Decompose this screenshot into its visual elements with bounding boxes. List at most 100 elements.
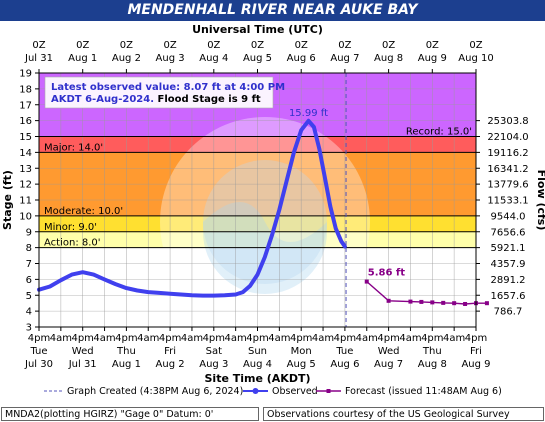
y2-tick-label-2: 2891.2: [491, 275, 526, 286]
x-tick-label-1-14: 4pm: [334, 333, 356, 344]
forecast-point-5: [441, 300, 446, 305]
grid-lines: [38, 72, 477, 328]
forecast-point-1: [386, 298, 391, 303]
forecast-label: 5.86 ft: [368, 268, 406, 279]
y-tick-label-15: 15: [19, 132, 32, 143]
x-tick-label-3-20: Aug 9: [461, 359, 490, 370]
threshold-label-record: Record: 15.0': [406, 127, 472, 138]
chart-legend: Graph Created (4:38PM Aug 6, 2024) Observ…: [44, 386, 502, 397]
y2-tick-label-10: 19116.2: [487, 148, 528, 159]
x-tick-label-3-18: Aug 8: [418, 359, 447, 370]
top-tick-label-1-4: 0Z: [207, 40, 220, 51]
x-tick-label-3-14: Aug 6: [330, 359, 359, 370]
x-tick-label-3-0: Jul 30: [24, 359, 53, 370]
series-layer: 15.99 ft 5.86 ft: [37, 73, 489, 327]
watermark-disc: [160, 117, 370, 327]
y-tick-label-7: 7: [26, 259, 32, 270]
x-tick-label-3-16: Aug 7: [374, 359, 403, 370]
top-tick-label-1-5: 0Z: [251, 40, 264, 51]
gauge-datum-note: MNDA2(plotting HGIRZ) "Gage 0" Datum: 0': [1, 407, 259, 421]
x-axis-title: Site Time (AKDT): [205, 372, 311, 385]
y2-tick-label-5: 7656.6: [491, 227, 526, 238]
forecast-point-0: [364, 279, 369, 284]
x-tick-label-1-20: 4pm: [465, 333, 487, 344]
x-tick-label-2-20: Fri: [470, 346, 482, 357]
x-tick-label-3-6: Aug 2: [156, 359, 185, 370]
top-tick-label-1-6: 0Z: [295, 40, 308, 51]
y2-tick-label-1: 1657.6: [491, 291, 526, 302]
y-tick-label-17: 17: [19, 100, 32, 111]
x-tick-label-1-11: 4am: [268, 333, 290, 344]
top-tick-label-1-10: 0Z: [469, 40, 482, 51]
y-tick-label-12: 12: [19, 180, 32, 191]
top-tick-label-1-9: 0Z: [426, 40, 439, 51]
x-tick-label-1-12: 4pm: [290, 333, 312, 344]
threshold-label-minor: Minor: 9.0': [44, 222, 97, 233]
x-tick-label-2-4: Thu: [116, 346, 136, 357]
observed-series-line: [37, 118, 347, 298]
x-tick-label-2-8: Sat: [206, 346, 222, 357]
legend-marker-observed: [252, 388, 259, 394]
y2-tick-label-7: 11533.1: [487, 196, 528, 207]
y2-tick-label-11: 22104.0: [487, 132, 528, 143]
y-tick-label-8: 8: [26, 243, 32, 254]
flood-category-lines: Action: 8.0' Minor: 9.0' Moderate: 10.0' Ma…: [39, 127, 476, 249]
latest-value-annotation: Latest observed value: 8.07 ft at 4:00 P…: [44, 76, 285, 109]
y-tick-label-14: 14: [19, 148, 32, 159]
annotation-box: [44, 76, 274, 109]
y-axis-title: Stage (ft): [1, 170, 14, 230]
data-source-credit: Observations courtesy of the US Geologic…: [263, 407, 544, 421]
y-tick-label-3: 3: [26, 323, 32, 334]
x-tick-label-1-6: 4pm: [159, 333, 181, 344]
y2-tick-label-9: 16341.2: [487, 164, 528, 175]
top-tick-label-2-0: Jul 31: [24, 53, 53, 64]
x-tick-label-1-13: 4am: [312, 333, 334, 344]
y2-tick-label-0: 786.7: [494, 307, 523, 318]
top-tick-label-2-4: Aug 4: [199, 53, 228, 64]
top-tick-label-1-7: 0Z: [338, 40, 351, 51]
x-tick-label-1-19: 4am: [443, 333, 465, 344]
y-tick-label-10: 10: [19, 211, 32, 222]
y-tick-label-16: 16: [19, 116, 32, 127]
annotation-date: AKDT 6-Aug-2024.: [51, 94, 157, 105]
legend-label-forecast: Forecast (issued 11:48AM Aug 6): [345, 386, 502, 397]
legend-label-created: Graph Created (4:38PM Aug 6, 2024): [67, 386, 243, 397]
forecast-point-9: [484, 301, 489, 306]
x-tick-label-1-5: 4am: [137, 333, 159, 344]
y-tick-label-9: 9: [26, 227, 32, 238]
threshold-label-major: Major: 14.0': [44, 142, 103, 153]
x-tick-label-2-2: Wed: [72, 346, 94, 357]
forecast-point-7: [463, 301, 468, 306]
x-tick-label-1-1: 4am: [50, 333, 72, 344]
annotation-line-2: AKDT 6-Aug-2024. Flood Stage is 9 ft: [51, 94, 261, 105]
x-tick-label-1-7: 4am: [181, 333, 203, 344]
x-tick-label-3-8: Aug 3: [199, 359, 228, 370]
top-tick-label-2-5: Aug 5: [243, 53, 272, 64]
chart-title: MENDENHALL RIVER NEAR AUKE BAY: [0, 0, 545, 21]
x-tick-label-1-15: 4am: [356, 333, 378, 344]
x-tick-label-3-4: Aug 1: [112, 359, 141, 370]
top-tick-label-1-0: 0Z: [32, 40, 45, 51]
watermark-inner: [203, 160, 327, 284]
y2-tick-label-3: 4357.9: [491, 259, 526, 270]
top-tick-label-2-9: Aug 9: [418, 53, 447, 64]
annotation-line-1: Latest observed value: 8.07 ft at 4:00 P…: [51, 82, 285, 93]
x-tick-label-1-10: 4pm: [246, 333, 268, 344]
annotation-flood-stage: Flood Stage is 9 ft: [157, 94, 260, 105]
x-tick-label-1-16: 4pm: [377, 333, 399, 344]
y-tick-label-19: 19: [19, 69, 32, 80]
x-tick-label-1-3: 4am: [93, 333, 115, 344]
threshold-label-action: Action: 8.0': [44, 238, 101, 249]
top-tick-label-2-3: Aug 3: [156, 53, 185, 64]
y-tick-label-18: 18: [19, 84, 32, 95]
top-tick-label-1-1: 0Z: [76, 40, 89, 51]
axes-layer: 3 4 5 6 7 8 9 10 11 12 13 14 15 16 17 18 19 Stage (ft) 786…: [1, 23, 545, 385]
peak-label: 15.99 ft: [289, 108, 328, 119]
top-tick-label-2-8: Aug 8: [374, 53, 403, 64]
y2-tick-label-4: 5921.1: [491, 243, 526, 254]
x-tick-label-1-17: 4am: [399, 333, 421, 344]
y2-tick-label-6: 9544.0: [491, 211, 526, 222]
top-tick-label-1-8: 0Z: [382, 40, 395, 51]
y-tick-label-13: 13: [19, 164, 32, 175]
